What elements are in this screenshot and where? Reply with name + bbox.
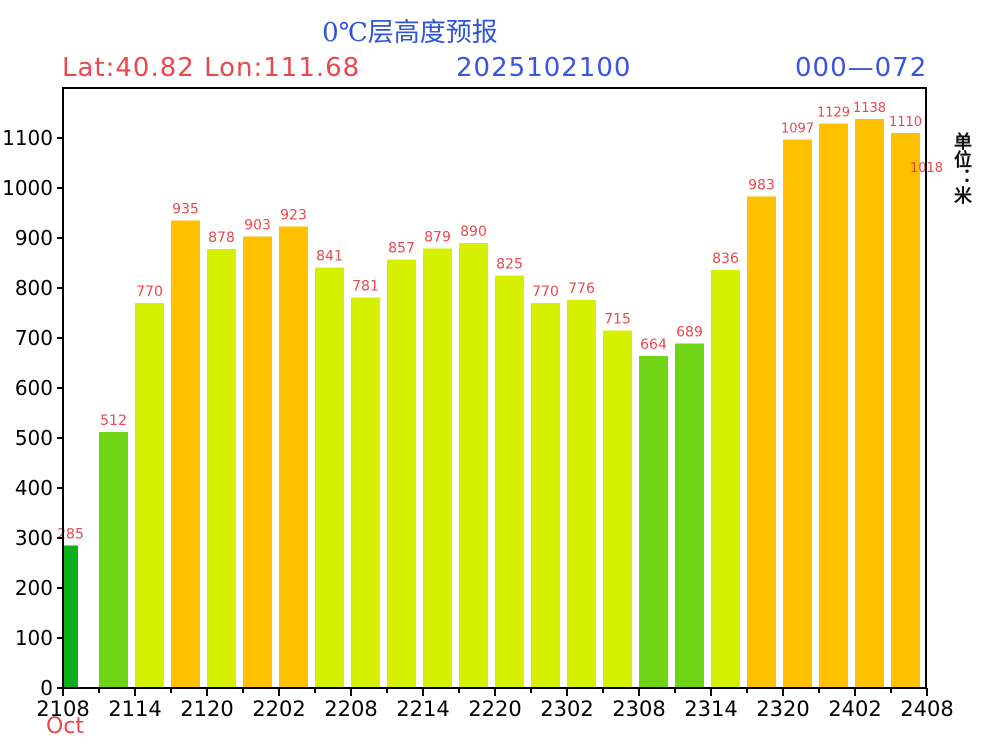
x-tick-label: 2114 [108,697,161,721]
bar-2211 [387,259,416,688]
y-tick-label: 500 [15,426,53,450]
run-time-label: 2025102100 [456,53,632,83]
bar-2311 [675,343,704,688]
bar-2223 [531,303,560,688]
bar-2402 [855,119,884,688]
value-label: 836 [712,251,739,267]
x-tick-label: 2320 [756,697,809,721]
x-tick-label: 2220 [468,697,521,721]
value-label: 878 [208,230,235,246]
x-tick-label: 2208 [324,697,377,721]
value-label: 770 [136,284,163,300]
value-label: 781 [352,279,379,295]
x-axis: 2108 2114 2120 2202 2208 2214 2220 2302 2308 2314… [36,688,954,721]
bar-2220 [495,275,524,688]
x-tick-label: 2214 [396,697,449,721]
value-label: 879 [424,230,451,246]
y-tick-label: 600 [15,376,53,400]
x-tick-label: 2402 [828,697,881,721]
x-tick-label: 2120 [180,697,233,721]
bar-2314 [711,270,740,688]
bar-2308 [639,356,668,688]
y-axis: 0 100 200 300 400 500 600 700 800 900 1000 1100 [2,126,63,700]
forecast-range-label: 000—072 [795,53,928,83]
y-tick-label: 100 [15,626,53,650]
value-label: 935 [172,202,199,218]
value-label: 903 [244,218,271,234]
value-label: 285 [57,527,84,543]
bar-2214 [423,248,452,688]
x-tick-label: 2108 [36,697,89,721]
x-tick-label: 2314 [684,697,737,721]
y-tick-label: 700 [15,326,53,350]
y-tick-label: 400 [15,476,53,500]
month-label: Oct [46,714,85,739]
bar-2205 [315,267,344,688]
value-label: 1129 [817,106,850,121]
value-label: 715 [604,312,631,328]
value-label: 1097 [781,122,814,137]
bar-2302 [567,300,596,688]
y-tick-label: 0 [40,676,53,700]
value-label: 776 [568,281,595,297]
bar-2405 [891,133,920,688]
value-label: 689 [676,325,703,341]
value-label: 1110 [889,115,922,130]
bar-2123 [243,236,272,688]
y-tick-label: 900 [15,226,53,250]
bars-group [63,119,920,688]
bar-2117 [171,220,200,688]
value-label: 923 [280,208,307,224]
bar-2305 [603,330,632,688]
bar-2202 [279,226,308,688]
bar-2317 [747,196,776,688]
value-label: 983 [748,178,775,194]
x-tick-label: 2308 [612,697,665,721]
bar-2111 [99,432,128,688]
x-tick-label: 2202 [252,697,305,721]
value-label: 512 [100,413,127,429]
value-labels-group: 285 512 770 935 878 903 923 841 781 857 879 890 825 7… [57,101,943,543]
value-label: 890 [460,224,487,240]
bar-2120 [207,249,236,688]
value-label: 857 [388,241,415,257]
bar-2320 [783,139,812,688]
value-label: 664 [640,337,667,353]
chart-title: 0℃层高度预报 [322,18,498,48]
bar-2108 [63,545,78,688]
bar-2323 [819,123,848,688]
bar-2217 [459,243,488,688]
y-tick-label: 1100 [2,126,53,150]
x-tick-label: 2408 [900,697,953,721]
x-tick-label: 2302 [540,697,593,721]
value-label: 770 [532,284,559,300]
value-label: 825 [496,257,523,273]
bar-2114 [135,303,164,688]
y-tick-label: 300 [15,526,53,550]
value-label: 841 [316,249,343,265]
unit-label: 单位：米 [951,132,972,204]
y-tick-label: 800 [15,276,53,300]
location-label: Lat:40.82 Lon:111.68 [62,53,361,83]
value-label: 1138 [853,101,886,116]
bar-2208 [351,297,380,688]
y-tick-label: 200 [15,576,53,600]
y-tick-label: 1000 [2,176,53,200]
